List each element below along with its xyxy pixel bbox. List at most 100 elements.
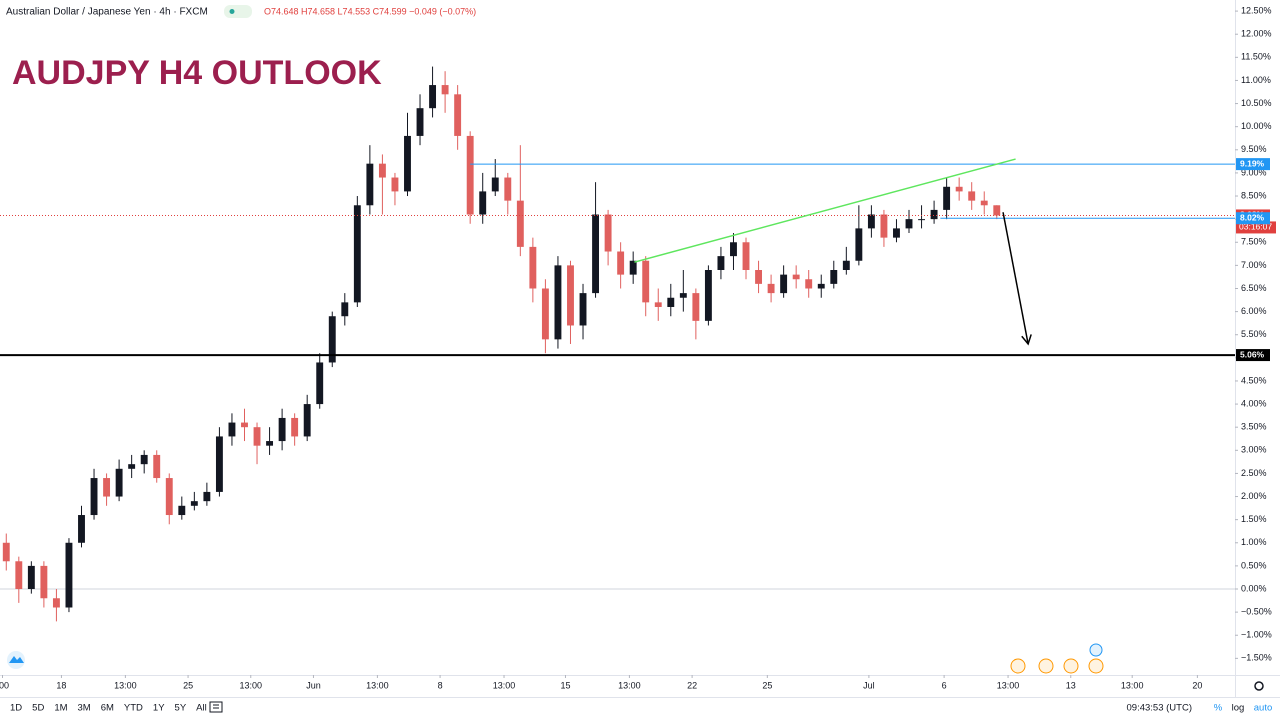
candle-body xyxy=(767,283,775,294)
range-button[interactable]: 1D xyxy=(10,703,22,714)
x-tick-label: 8 xyxy=(438,680,443,690)
candle-body xyxy=(880,214,888,238)
candle-body xyxy=(541,288,549,340)
y-tick-label: 12.00% xyxy=(1241,29,1272,39)
scale-toggle[interactable]: % xyxy=(1214,703,1223,714)
candle-body xyxy=(316,362,324,405)
candle-body xyxy=(780,274,788,294)
y-tick-label: 0.50% xyxy=(1241,560,1267,570)
y-tick-label: 6.00% xyxy=(1241,306,1267,316)
candle-body xyxy=(27,565,35,590)
candle-body xyxy=(353,205,361,303)
candle-body xyxy=(629,260,637,275)
candle-body xyxy=(215,436,223,492)
range-button[interactable]: YTD xyxy=(124,703,143,714)
candle-body xyxy=(228,422,236,437)
x-tick-label: 13:00 xyxy=(997,680,1020,690)
countdown: 03:16:07 xyxy=(1239,222,1272,232)
candle-body xyxy=(755,270,763,284)
y-tick-label: 6.50% xyxy=(1241,283,1267,293)
candle-body xyxy=(429,85,437,109)
candle-body xyxy=(266,441,274,446)
range-button[interactable]: 1Y xyxy=(153,703,165,714)
trendline xyxy=(634,158,1016,263)
clock: 09:43:53 (UTC) xyxy=(1127,703,1192,714)
x-tick-label: 25 xyxy=(183,680,193,690)
candle-body xyxy=(980,200,988,206)
candle-body xyxy=(855,228,863,261)
candle-body xyxy=(968,191,976,201)
candle-body xyxy=(617,251,625,275)
x-tick-label: 25 xyxy=(762,680,772,690)
x-tick-label: 13:00 xyxy=(239,680,262,690)
y-tick-label: 4.00% xyxy=(1241,398,1267,408)
x-tick-label: 13:00 xyxy=(618,680,641,690)
settings-icon[interactable] xyxy=(1254,681,1264,691)
x-tick-label: 20 xyxy=(1192,680,1202,690)
x-tick-label: 22 xyxy=(687,680,697,690)
x-tick-label: Jul xyxy=(863,680,875,690)
candle-body xyxy=(554,265,562,340)
candle-body xyxy=(930,209,938,220)
y-tick-label: 2.00% xyxy=(1241,491,1267,501)
x-tick-label: 15 xyxy=(560,680,570,690)
candle-body xyxy=(466,135,474,215)
scale-toggle[interactable]: log xyxy=(1232,703,1245,714)
candle-body xyxy=(153,454,161,479)
range-button[interactable]: 5D xyxy=(32,703,44,714)
candle-body xyxy=(40,565,48,599)
x-tick-label: 18 xyxy=(56,680,66,690)
range-button[interactable]: 5Y xyxy=(175,703,187,714)
candle-body xyxy=(654,302,662,307)
range-button[interactable]: 3M xyxy=(78,703,91,714)
candle-body xyxy=(404,135,411,192)
candle-body xyxy=(842,260,850,270)
symbol-header: Australian Dollar / Japanese Yen · 4h · … xyxy=(6,7,208,18)
y-tick-label: 8.50% xyxy=(1241,190,1267,200)
candle-body xyxy=(604,214,612,252)
candle-body xyxy=(203,491,211,502)
level-label: 9.19% xyxy=(1240,158,1265,168)
status-dot xyxy=(229,9,235,14)
range-button[interactable]: All xyxy=(196,703,207,714)
candle-body xyxy=(52,598,60,608)
y-tick-label: 7.00% xyxy=(1241,260,1267,270)
compare-icon[interactable] xyxy=(209,701,223,713)
x-tick-label: 00 xyxy=(0,680,9,690)
level-label: 8.02% xyxy=(1240,212,1265,222)
scale-toggle[interactable]: auto xyxy=(1254,703,1273,714)
ohlc-readout: O74.648 H74.658 L74.553 C74.599 −0.049 (… xyxy=(264,6,476,16)
candle-body xyxy=(416,108,424,136)
candle-body xyxy=(441,85,449,95)
x-tick-label: 6 xyxy=(942,680,947,690)
candle-body xyxy=(65,542,73,608)
candle-body xyxy=(955,186,963,192)
candle-body xyxy=(165,478,173,516)
level-label-box xyxy=(1236,212,1270,225)
forecast-arrow xyxy=(1002,212,1029,345)
y-tick-label: −1.00% xyxy=(1241,630,1272,640)
y-tick-label: −0.50% xyxy=(1241,606,1272,616)
candle-body xyxy=(78,515,85,543)
y-tick-label: −1.50% xyxy=(1241,653,1272,663)
candle-body xyxy=(667,297,675,307)
candle-body xyxy=(2,542,10,562)
y-tick-label: 11.50% xyxy=(1241,52,1271,62)
level-label-box xyxy=(1236,349,1270,362)
level-label: 5.06% xyxy=(1240,349,1265,359)
y-tick-label: 7.50% xyxy=(1241,237,1267,247)
range-button[interactable]: 1M xyxy=(54,703,67,714)
candle-body xyxy=(15,561,23,590)
y-tick-label: 3.00% xyxy=(1241,445,1267,455)
candle-body xyxy=(103,478,111,497)
candle-body xyxy=(253,427,261,446)
candle-body xyxy=(504,177,512,201)
candle-body xyxy=(704,270,712,321)
y-tick-label: 9.00% xyxy=(1241,167,1267,177)
candle-body xyxy=(830,270,838,284)
event-markers xyxy=(1010,643,1104,674)
candle-body xyxy=(943,186,951,210)
y-tick-label: 5.50% xyxy=(1241,329,1267,339)
range-button[interactable]: 6M xyxy=(101,703,114,714)
